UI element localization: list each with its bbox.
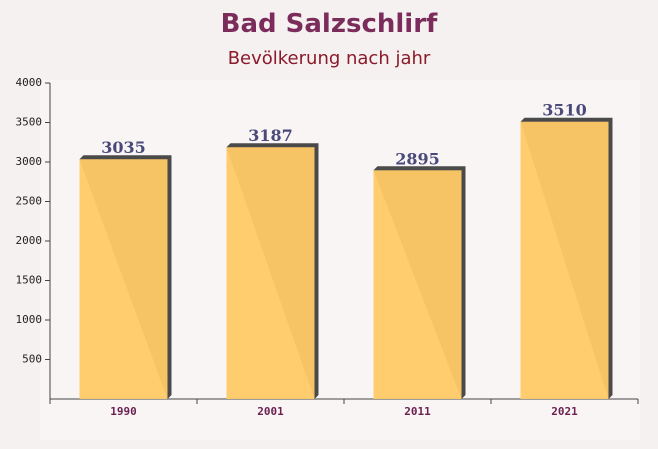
- y-tick-label: 1500: [16, 274, 43, 287]
- bar: [373, 170, 462, 399]
- value-label: 3187: [248, 126, 293, 145]
- y-tick-label: 1000: [16, 313, 43, 326]
- x-tick-label: 2001: [257, 405, 284, 418]
- x-tick-label: 2011: [404, 405, 431, 418]
- y-tick-label: 2500: [16, 195, 43, 208]
- value-label: 3510: [542, 101, 587, 120]
- value-label: 2895: [395, 149, 440, 168]
- y-tick-label: 3500: [16, 116, 43, 129]
- bar: [520, 121, 609, 400]
- x-tick-label: 1990: [110, 405, 137, 418]
- bar: [226, 147, 315, 399]
- value-label: 3035: [101, 138, 146, 157]
- x-tick-label: 2021: [551, 405, 578, 418]
- y-tick-label: 2000: [16, 234, 43, 247]
- chart-title: Bad Salzschlirf: [221, 9, 438, 39]
- y-tick-label: 500: [22, 353, 42, 366]
- bar: [79, 159, 168, 399]
- y-tick-label: 4000: [16, 76, 43, 89]
- y-tick-label: 3000: [16, 155, 43, 168]
- chart-subtitle: Bevölkerung nach jahr: [228, 48, 431, 69]
